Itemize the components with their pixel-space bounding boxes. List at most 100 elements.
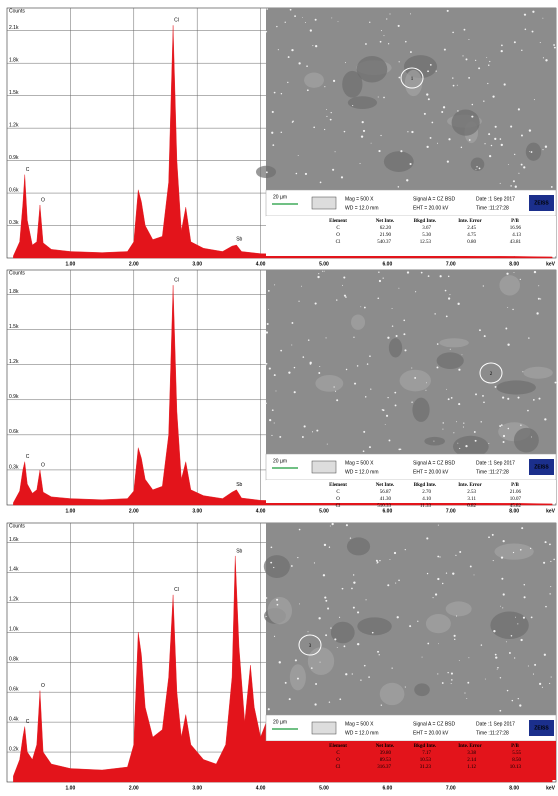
sem-speck [532, 10, 535, 13]
sem-speck [397, 24, 400, 27]
sem-speck [273, 91, 276, 94]
sem-marker-ring [400, 67, 424, 89]
mag: Mag = 500 X [345, 721, 374, 727]
sem-speck [265, 597, 268, 599]
sem-speck [475, 59, 477, 61]
sem-speck [398, 76, 401, 79]
x-tick-label: 2.00 [129, 785, 139, 791]
table-header: Element [329, 483, 347, 488]
sem-speck [352, 574, 355, 576]
sem-speck [268, 308, 270, 310]
sem-speck [269, 419, 272, 422]
sem-speck [319, 661, 321, 663]
sem-speck [293, 391, 296, 394]
sem-speck [297, 556, 299, 559]
sem-speck [507, 343, 510, 346]
sem-speck [488, 133, 491, 136]
sem-speck [501, 44, 503, 47]
sem-speck [520, 638, 523, 642]
sem-speck [478, 167, 481, 170]
sem-speck [486, 57, 488, 58]
sem-speck [309, 29, 312, 32]
sem-speck [510, 185, 512, 187]
sem-blob [425, 613, 451, 634]
sem-speck [341, 587, 344, 590]
y-tick-label: 1.8k [9, 289, 19, 295]
sem-speck [273, 422, 275, 424]
sem-speck [274, 284, 276, 286]
sem-speck [383, 35, 385, 37]
sem-speck [436, 343, 439, 345]
x-tick-label: 8.00 [509, 261, 519, 267]
sem-speck [473, 431, 476, 433]
sem-speck [512, 551, 515, 554]
sem-blob [342, 70, 363, 98]
sem-speck [496, 668, 498, 670]
sem-blob [267, 596, 293, 625]
sem-speck [452, 84, 455, 87]
sem-speck [515, 616, 516, 618]
sem-speck [426, 93, 429, 96]
y-axis-label: Counts [9, 8, 25, 14]
table-cell: 3.38 [467, 751, 476, 756]
instrument-logo [311, 196, 337, 210]
table-cell: 5.55 [512, 751, 521, 756]
sem-speck [542, 17, 544, 19]
sem-speck [369, 21, 371, 23]
table-cell: O [336, 758, 340, 763]
x-axis-label: keV [546, 508, 556, 514]
table-cell: 3.67 [422, 226, 431, 231]
y-tick-label: 0.9k [9, 155, 19, 161]
sem-speck [503, 83, 506, 86]
sem-speck [501, 577, 504, 580]
sem-speck [379, 40, 382, 43]
sem-speck [288, 698, 291, 701]
sem-speck [490, 144, 493, 147]
sem-blob [356, 56, 388, 83]
sem-speck [450, 683, 452, 685]
sem-speck [532, 673, 535, 675]
sem-speck [432, 597, 434, 599]
sem-speck [403, 333, 406, 336]
wd: WD = 12.0 mm [345, 205, 378, 211]
sem-speck [522, 616, 525, 619]
sem-speck [508, 652, 511, 654]
table-cell: 89.53 [380, 758, 392, 763]
sem-speck [398, 579, 400, 582]
sem-speck [325, 599, 328, 602]
sem-blob [439, 338, 469, 348]
x-tick-label: 1.00 [66, 261, 76, 267]
sem-speck [288, 371, 291, 374]
sem-blob [513, 427, 539, 453]
sem-speck [513, 41, 516, 44]
sem-speck [502, 539, 505, 543]
table-header: Net Inte. [376, 744, 395, 749]
sem-speck [336, 299, 338, 301]
sem-speck [273, 374, 276, 377]
sem-speck [389, 559, 391, 561]
brand: ZEISS [534, 464, 549, 470]
sem-speck [499, 677, 502, 679]
sem-speck [343, 294, 346, 297]
table-cell: Cl [336, 504, 341, 509]
sem-speck [549, 593, 551, 595]
sem-speck [499, 709, 502, 712]
eht: EHT = 20.00 kV [413, 730, 449, 736]
x-tick-label: 4.00 [256, 508, 266, 514]
table-cell: 4.75 [467, 233, 476, 238]
sem-speck [328, 546, 331, 548]
sem-speck [500, 424, 503, 426]
sem-speck [265, 331, 269, 334]
sem-speck [465, 445, 468, 448]
sem-speck [456, 421, 458, 423]
sem-speck [380, 30, 382, 32]
x-tick-label: 5.00 [319, 261, 329, 267]
sem-speck [318, 617, 321, 620]
sem-speck [404, 349, 407, 352]
x-tick-label: 6.00 [383, 261, 393, 267]
sem-speck [409, 625, 412, 628]
x-tick-label: 3.00 [192, 508, 202, 514]
sem-speck [342, 284, 344, 286]
sem-speck [298, 528, 301, 531]
